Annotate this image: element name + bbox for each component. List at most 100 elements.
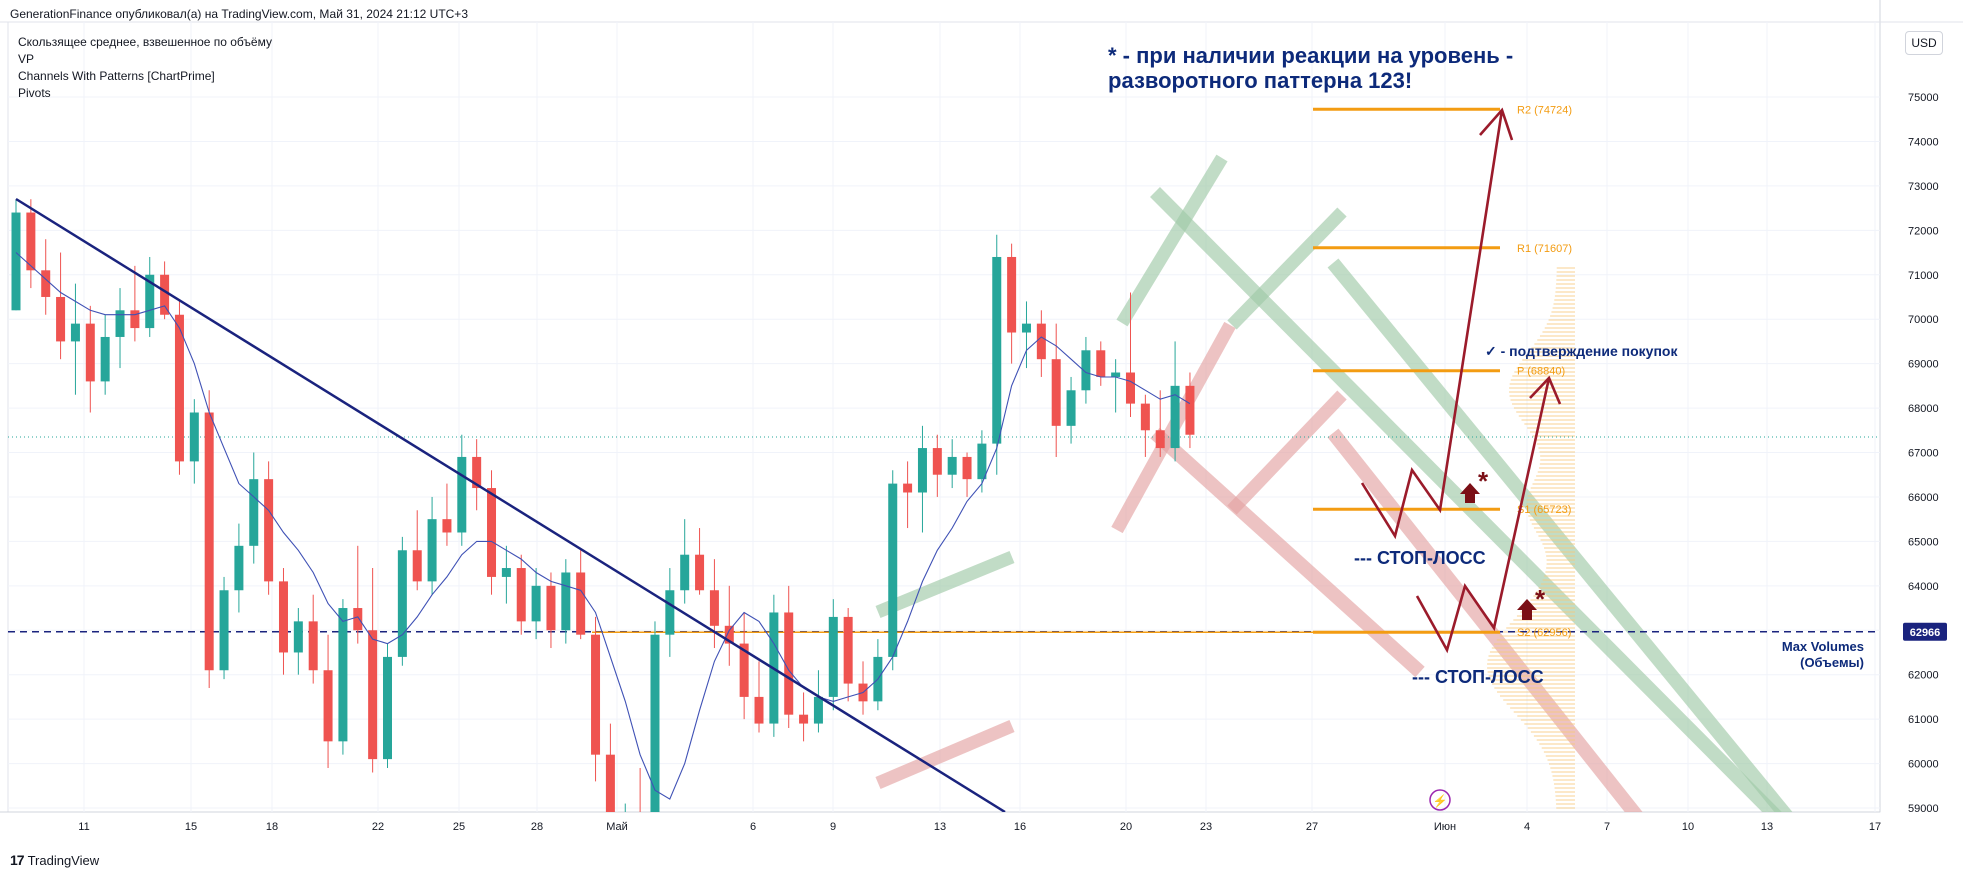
time-tick-label: 11	[78, 821, 89, 833]
arrow-path-2	[1415, 377, 1551, 654]
candle-body	[1051, 359, 1061, 426]
stop-loss-label-2: --- СТОП-ЛОСС	[1412, 667, 1544, 687]
candle-body	[888, 483, 898, 657]
candle-body	[1007, 256, 1017, 333]
channel-band	[1116, 154, 1228, 327]
candle-body	[1170, 385, 1180, 449]
candle-body	[531, 585, 541, 622]
pivot-label: R2 (74724)	[1517, 104, 1572, 116]
candle-body	[219, 590, 229, 671]
pivot-label: S1 (65723)	[1517, 504, 1571, 516]
price-tick-label: 60000	[1908, 759, 1939, 771]
candle-body	[70, 323, 80, 342]
candle-body	[1081, 350, 1091, 391]
candle-body	[427, 519, 437, 582]
candle-body	[561, 572, 571, 631]
arrow-head-1	[1479, 107, 1514, 141]
candle-body	[784, 612, 794, 715]
candle-body	[799, 714, 809, 724]
time-tick-label: 18	[266, 821, 278, 833]
confirm-buy-label: ✓ - подтверждение покупок	[1485, 343, 1678, 359]
candle-body	[293, 621, 303, 653]
candle-body	[41, 270, 51, 297]
candle-body	[85, 323, 95, 382]
time-tick-label: Июн	[1434, 821, 1456, 833]
publish-line: GenerationFinance опубликовал(а) на Trad…	[10, 7, 468, 21]
price-tick-label: 62000	[1908, 670, 1939, 682]
indicator-pivots[interactable]: Pivots	[18, 86, 51, 100]
time-tick-label: 6	[750, 821, 756, 833]
vwma-line	[15, 252, 1191, 800]
candle-body	[992, 256, 1002, 444]
price-tick-label: 71000	[1908, 270, 1939, 282]
time-tick-label: 20	[1120, 821, 1132, 833]
tradingview-logo-text: TradingView	[27, 852, 100, 868]
indicator-channels[interactable]: Channels With Patterns [ChartPrime]	[18, 69, 215, 83]
note-line-2: разворотного паттерна 123!	[1108, 68, 1412, 93]
channel-band	[1327, 428, 1643, 812]
annotations: * - при наличии реакции на уровень -разв…	[1108, 43, 1864, 811]
time-tick-label: 27	[1306, 821, 1318, 833]
plot-frame	[7, 21, 1881, 813]
event-marker-icon	[1429, 789, 1451, 811]
candle-body	[457, 456, 467, 533]
candle-body	[576, 572, 586, 635]
current-price-label: 62966	[1910, 627, 1941, 639]
pivot-label: R1 (71607)	[1517, 243, 1572, 255]
candle-body	[917, 448, 927, 493]
price-tick-label: 66000	[1908, 492, 1939, 504]
price-tick-label: 61000	[1908, 714, 1939, 726]
time-tick-label: 25	[453, 821, 465, 833]
candle-body	[204, 412, 214, 671]
candle-body	[115, 310, 125, 337]
candle-body	[516, 568, 526, 622]
candle-body	[145, 274, 155, 329]
candle-body	[189, 412, 199, 462]
descending-trendline	[15, 197, 1006, 812]
candle-body	[665, 590, 675, 635]
candle-body	[383, 656, 392, 760]
indicator-vwma[interactable]: Скользящее среднее, взвешенное по объёму	[18, 35, 272, 49]
time-tick-label: 15	[185, 821, 197, 833]
channel-band	[875, 720, 1015, 789]
candle-body	[472, 456, 482, 489]
candle-body	[1096, 350, 1106, 377]
up-marker-1	[1460, 483, 1480, 503]
candle-body	[962, 456, 972, 480]
indicator-vp[interactable]: VP	[18, 52, 35, 66]
candle-body	[26, 212, 36, 271]
stop-loss-label-1: --- СТОП-ЛОСС	[1354, 548, 1486, 568]
candle-body	[1140, 403, 1150, 431]
time-tick-label: 17	[1869, 821, 1881, 833]
pivot-label: P (68840)	[1517, 366, 1565, 378]
channel-patterns	[875, 154, 1793, 812]
price-tick-label: 70000	[1908, 314, 1939, 326]
pivot-levels: R2 (74724) R1 (71607) P (68840) S1 (65723) S…	[592, 104, 1572, 639]
candle-body	[1155, 430, 1165, 449]
time-tick-label: 13	[1761, 821, 1773, 833]
time-tick-label: Май	[606, 821, 628, 833]
price-axis: 5900060000610006200063000640006500066000…	[1903, 92, 1947, 815]
star-marker-1: *	[1478, 466, 1489, 496]
price-tick-label: 69000	[1908, 359, 1939, 371]
time-tick-label: 7	[1604, 821, 1610, 833]
channel-band	[1327, 258, 1793, 812]
candle-body	[234, 545, 244, 591]
candle-body	[501, 568, 511, 577]
note-line-1: * - при наличии реакции на уровень -	[1108, 43, 1513, 68]
tradingview-logo-mark: 17	[10, 852, 25, 868]
candle-body	[724, 625, 734, 644]
price-tick-label: 74000	[1908, 136, 1939, 148]
candle-body	[947, 456, 957, 475]
candle-body	[754, 696, 764, 724]
candle-body	[739, 643, 749, 697]
candle-body	[397, 550, 407, 657]
price-tick-label: 67000	[1908, 448, 1939, 460]
candle-body	[1126, 372, 1135, 404]
candlestick-series	[11, 199, 1195, 812]
candle-body	[680, 554, 690, 591]
candle-body	[813, 696, 823, 724]
time-tick-label: 16	[1014, 821, 1026, 833]
currency-button[interactable]: USD	[1905, 31, 1943, 55]
